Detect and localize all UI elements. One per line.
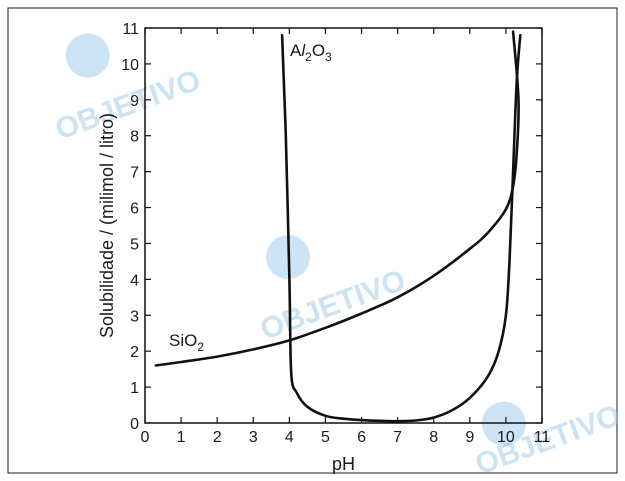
watermark-text: OBJETIVO [51,64,205,147]
y-axis-ticks [145,27,542,424]
series-label-al2o3: Al2O3 [290,41,332,64]
series-label-sio2: SiO2 [169,331,204,354]
y-tick-label: 1 [130,380,139,397]
y-tick-label: 10 [121,57,139,74]
x-tick-label: 9 [465,429,474,446]
x-tick-label: 11 [534,429,551,446]
x-axis-title: pH [332,454,355,474]
series-lines [154,30,522,423]
watermark-group: OBJETIVO OBJETIVO OBJETIVO [51,33,625,481]
x-axis-ticks [144,28,543,423]
y-tick-label: 2 [130,344,139,361]
y-axis-title: Solubilidade / (milimol / litro) [97,113,117,338]
series-line-al2o3 [280,33,522,423]
y-tick-label: 11 [122,21,139,38]
y-tick-label: 0 [130,416,139,433]
x-tick-label: 7 [393,429,402,446]
x-axis-tick-labels: 0 1 2 3 4 5 6 7 8 9 10 11 [141,429,551,446]
y-tick-label: 9 [130,93,139,110]
figure-border [7,7,618,474]
x-tick-label: 1 [177,429,186,446]
x-tick-label: 4 [285,429,294,446]
x-tick-label: 3 [249,429,258,446]
plot-area [144,27,543,424]
x-tick-label: 0 [141,429,150,446]
series-line-sio2 [154,30,520,367]
y-tick-label: 6 [130,201,139,218]
y-tick-label: 7 [130,165,139,182]
x-tick-label: 10 [497,429,515,446]
y-tick-label: 3 [130,308,139,325]
y-axis-tick-labels: 0 1 2 3 4 5 6 7 8 9 10 11 [121,21,139,433]
x-tick-label: 2 [213,429,222,446]
x-tick-label: 5 [321,429,330,446]
y-tick-label: 8 [130,129,139,146]
x-tick-label: 8 [429,429,438,446]
y-tick-label: 5 [130,236,139,253]
x-tick-label: 6 [357,429,366,446]
y-tick-label: 4 [130,272,139,289]
watermark-logo: OBJETIVO [256,235,410,347]
